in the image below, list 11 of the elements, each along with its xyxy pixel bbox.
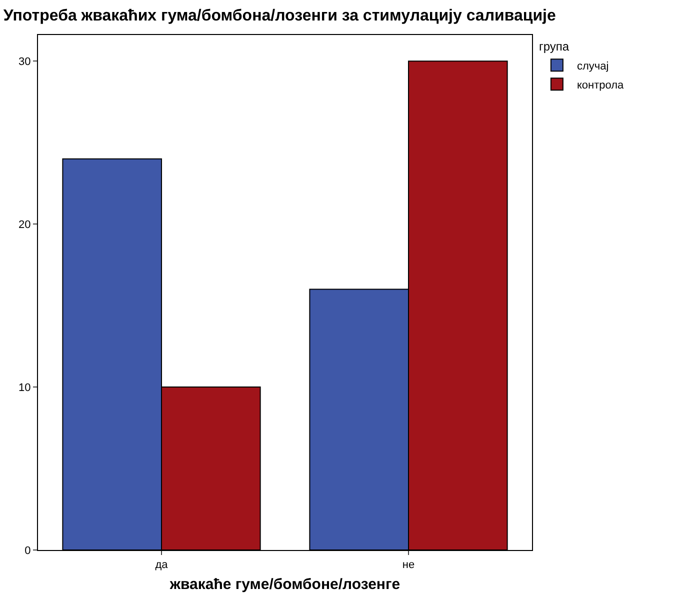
legend-label: случај	[576, 60, 609, 72]
y-tick-label: 10	[18, 382, 31, 394]
x-tick-label: да	[155, 559, 169, 572]
x-tick-label: не	[402, 559, 415, 572]
chart-title: Употреба жвакаћих гума/бомбона/лозенги за стимулацију саливације	[3, 7, 556, 24]
y-tick-label: 20	[18, 218, 31, 231]
legend-label: контрола	[576, 79, 625, 92]
x-axis-title: жвакаће гуме/бомбоне/лозенге	[168, 576, 400, 594]
y-tick-label: 30	[18, 56, 31, 68]
y-tick-label: 0	[24, 544, 31, 557]
legend-title: група	[538, 40, 570, 54]
